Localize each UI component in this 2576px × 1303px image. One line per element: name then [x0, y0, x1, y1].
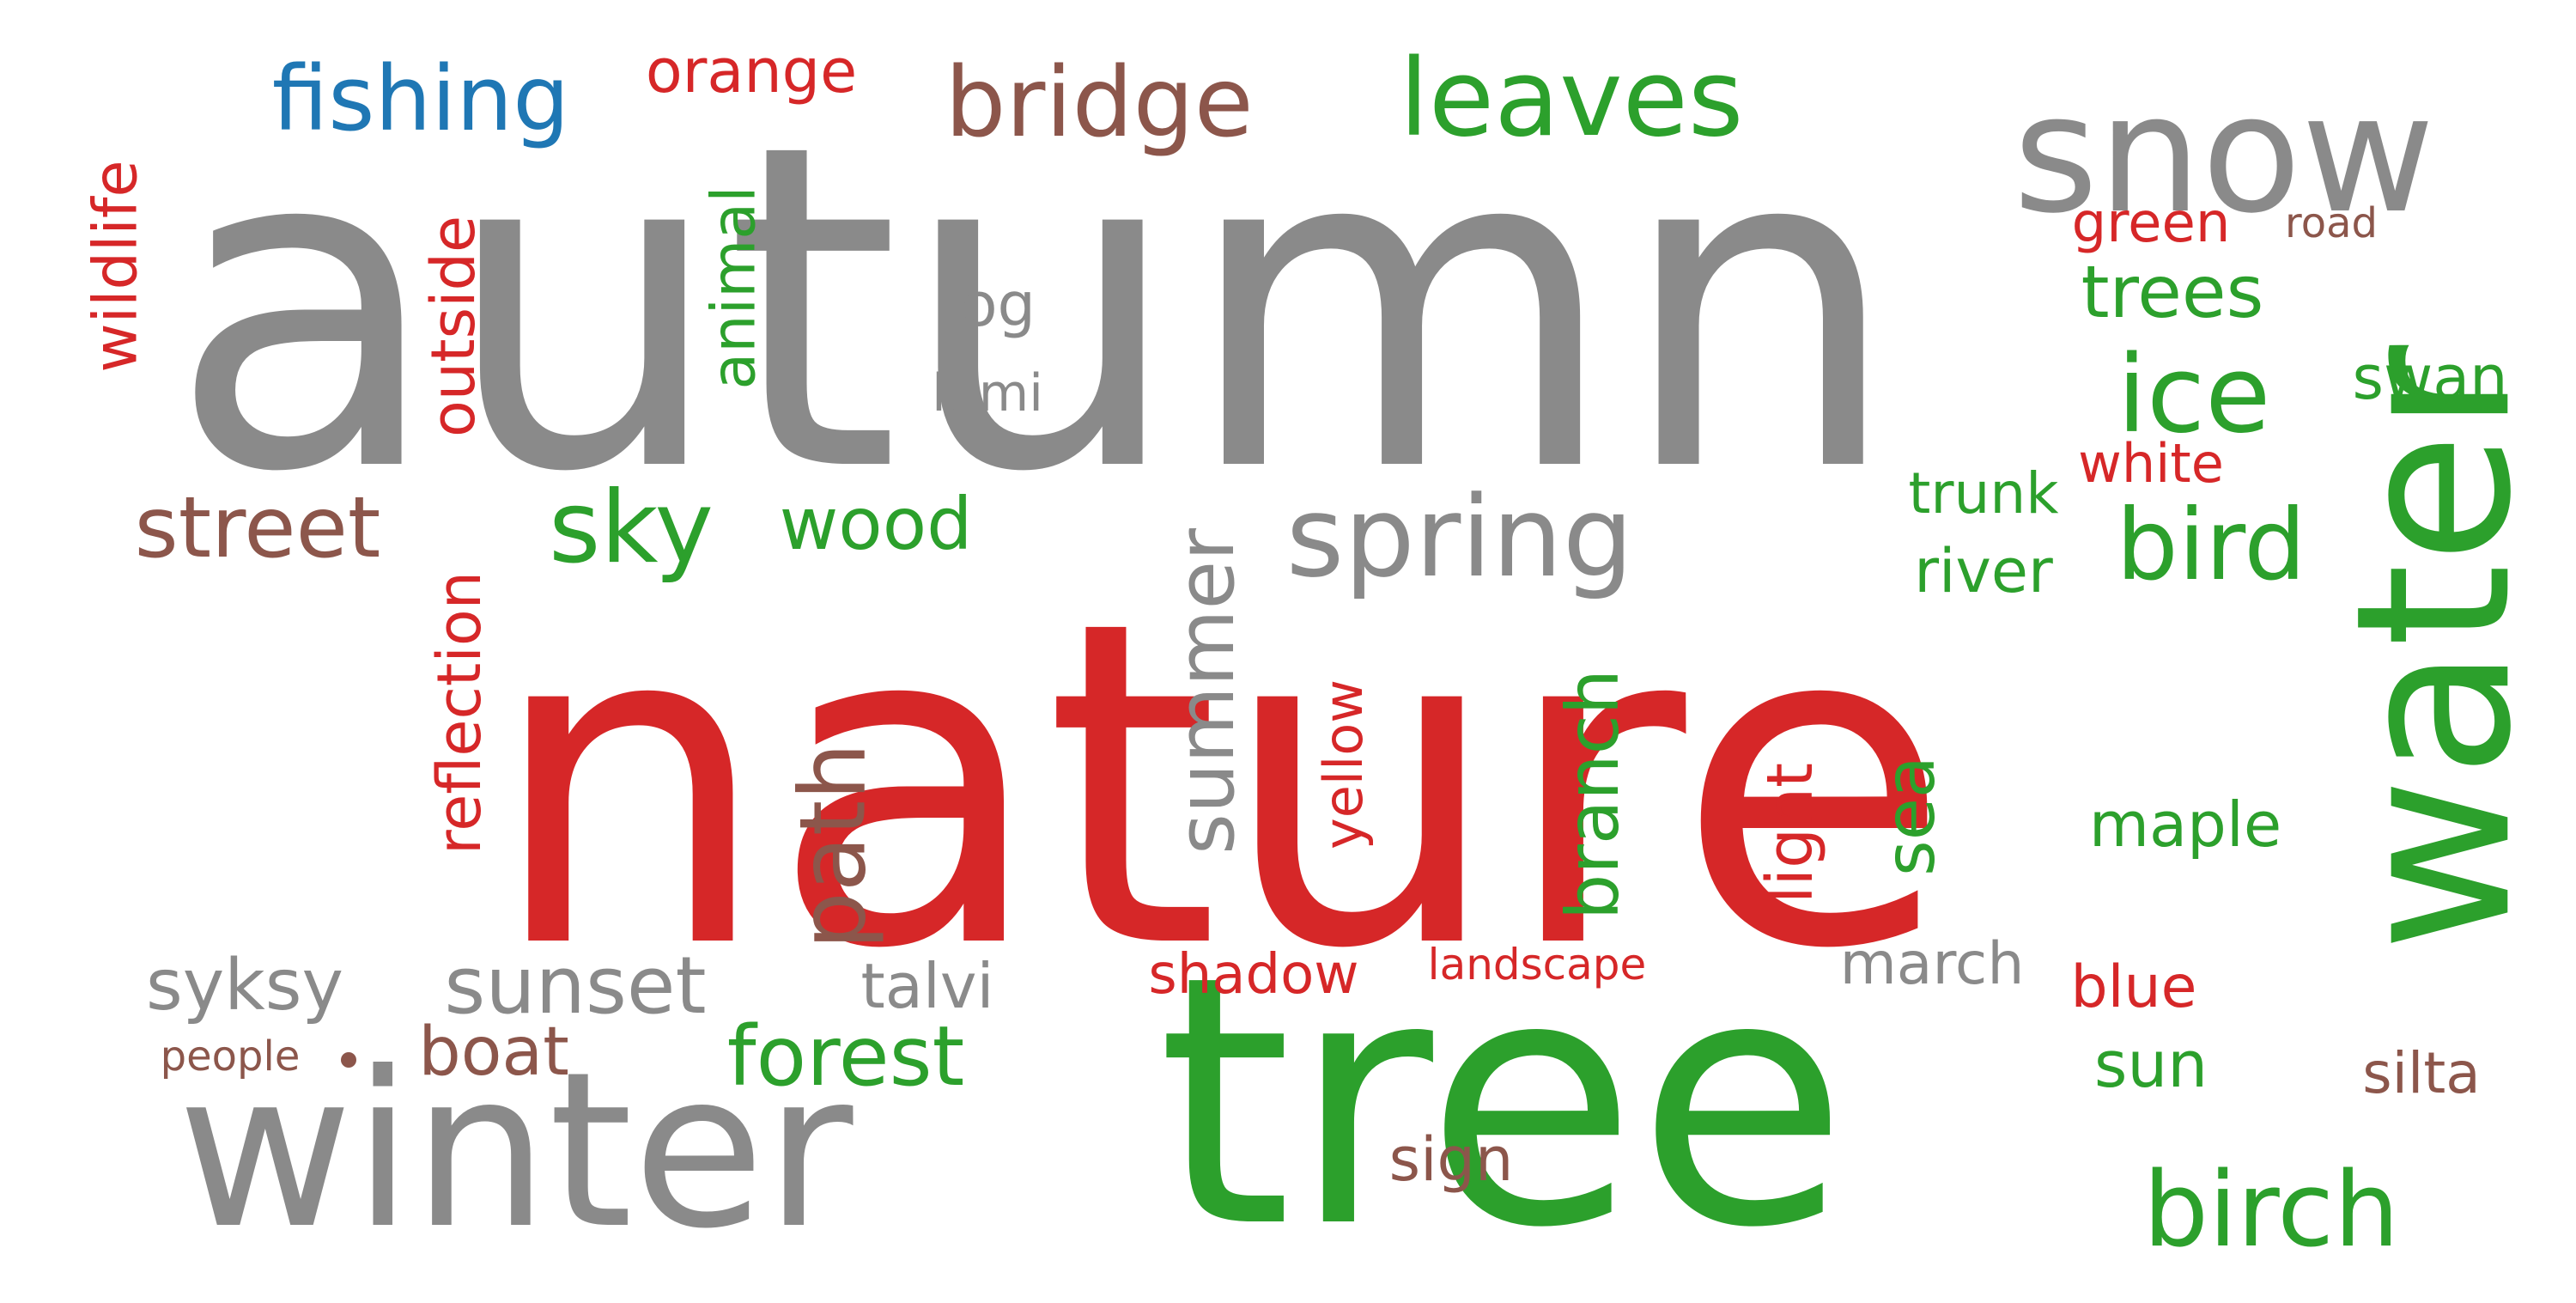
word-spring: spring	[1285, 472, 1634, 602]
word-white: white	[2078, 432, 2224, 495]
word-sign: sign	[1388, 1124, 1514, 1195]
word-orange: orange	[645, 36, 858, 107]
word-wood: wood	[779, 482, 973, 566]
word-wildlife: wildlife	[81, 160, 151, 373]
word-leaves: leaves	[1399, 37, 1744, 161]
word-light: light	[1753, 762, 1827, 904]
word-syksy: syksy	[146, 945, 343, 1026]
word-river: river	[1914, 536, 2053, 606]
word-outside: outside	[418, 215, 489, 438]
word-forest: forest	[726, 1008, 965, 1105]
word-fog: fog	[939, 270, 1036, 340]
word-trees: trees	[2081, 250, 2264, 334]
word-sky: sky	[548, 470, 714, 586]
word-water: water	[2311, 344, 2558, 953]
word-bridge: bridge	[945, 47, 1254, 159]
word-birch: birch	[2142, 1151, 2400, 1270]
word-street: street	[134, 479, 381, 577]
word-people: people	[160, 1032, 301, 1081]
word-ice: ice	[2117, 333, 2271, 457]
word-yellow: yellow	[1312, 679, 1375, 849]
word-landscape: landscape	[1427, 940, 1647, 989]
word-reflection: reflection	[423, 570, 495, 855]
word-talvi: talvi	[860, 950, 994, 1022]
word-trunk: trunk	[1908, 460, 2059, 527]
word-autumn: autumn	[168, 49, 1901, 569]
word-swan: swan	[2352, 343, 2508, 413]
word-boat: boat	[418, 1014, 569, 1091]
word-summer: summer	[1160, 528, 1252, 855]
word-sunset: sunset	[444, 940, 707, 1032]
word-bird: bird	[2116, 488, 2306, 602]
word-animal: animal	[699, 186, 769, 390]
word-snow: snow	[2013, 59, 2435, 249]
word-silta: silta	[2362, 1040, 2481, 1106]
word-path: path	[779, 742, 885, 950]
word-march: march	[1839, 930, 2025, 998]
word-lumi: lumi	[932, 363, 1043, 423]
word-road: road	[2285, 199, 2378, 247]
word-winter: winter	[177, 1026, 854, 1276]
dot-marker	[341, 1052, 356, 1068]
word-sea: sea	[1869, 756, 1950, 876]
word-maple: maple	[2088, 788, 2282, 861]
word-tree: tree	[1157, 904, 1849, 1303]
word-green: green	[2071, 192, 2231, 255]
word-nature: nature	[488, 526, 1951, 1046]
word-shadow: shadow	[1148, 943, 1359, 1007]
word-branch: branch	[1551, 669, 1635, 920]
word-blue: blue	[2070, 953, 2197, 1021]
word-sun: sun	[2093, 1028, 2208, 1102]
word-fishing: fishing	[271, 46, 570, 151]
